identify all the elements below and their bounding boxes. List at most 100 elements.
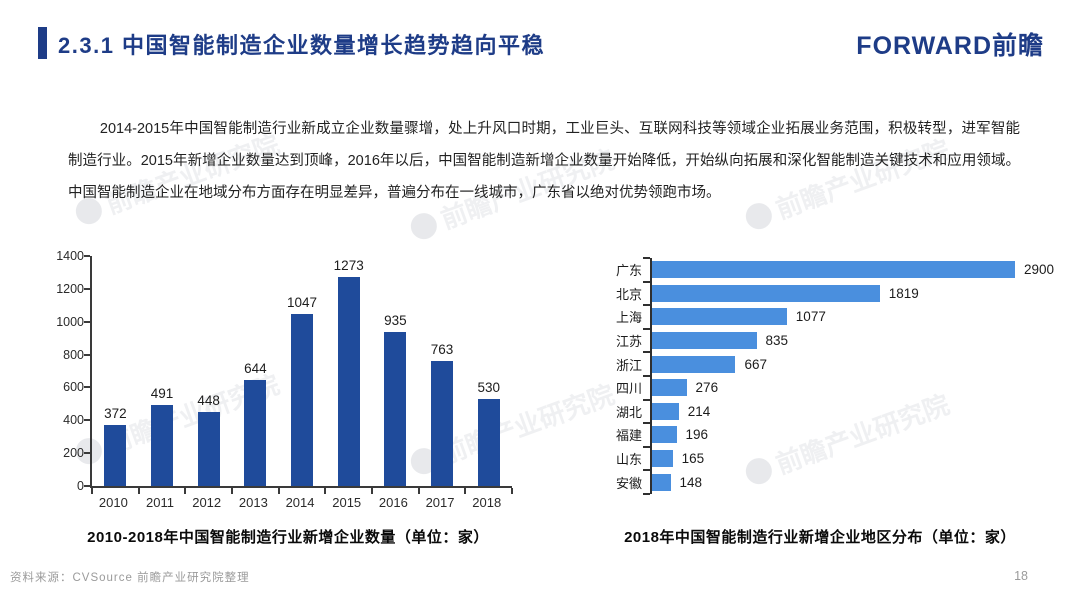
bar [431, 360, 454, 486]
bar-group-2014: 1047 [279, 295, 326, 486]
bar [197, 412, 220, 486]
y-axis-tick-label: 1400 [56, 249, 84, 263]
bar-value-label: 1819 [888, 285, 919, 301]
category-label: 北京 [615, 286, 642, 302]
bar-value-label: 448 [197, 393, 220, 409]
page-title: 2.3.1 中国智能制造企业数量增长趋势趋向平稳 [58, 33, 546, 58]
bar-group-2013: 644 [232, 361, 279, 486]
bar-value-label: 763 [430, 341, 454, 357]
bar-row-浙江: 浙江 667 [600, 352, 1046, 376]
bar [384, 332, 407, 486]
bar [652, 402, 679, 420]
y-axis-tick [643, 327, 650, 330]
y-axis-tick [643, 257, 650, 259]
y-axis-tick-label: 0 [77, 479, 84, 493]
chart-new-companies-by-region: 广东 2900 北京 1819 上海 1077 江苏 835 浙江 667 四川 276 湖北 214 福建… [600, 257, 1054, 495]
y-axis-tick [84, 386, 90, 389]
bar-row-湖北: 湖北 214 [600, 400, 1046, 424]
y-axis-tick-label: 200 [63, 446, 84, 461]
bar-value-label: 644 [244, 361, 267, 377]
category-label: 四川 [615, 381, 642, 397]
bar-group-2012: 448 [185, 393, 232, 486]
y-axis-tick-label: 1000 [56, 314, 84, 329]
bar-value-label: 1047 [287, 295, 318, 310]
x-axis-tick [464, 488, 467, 494]
y-axis-tick-label: 400 [63, 413, 84, 428]
page-number: 18 [1014, 569, 1028, 583]
bar-value-label: 935 [384, 313, 407, 329]
y-axis-tick [643, 469, 650, 472]
watermark-logo-icon [407, 208, 441, 243]
x-axis-tick-label: 2013 [238, 495, 268, 510]
bar [652, 284, 880, 302]
category-label: 江苏 [615, 334, 642, 350]
bar [652, 473, 671, 491]
bar-row-广东: 广东 2900 [600, 258, 1054, 282]
x-axis-tick [371, 488, 373, 494]
y-axis-tick [643, 493, 650, 495]
bar-value-label: 1077 [795, 309, 826, 325]
bar-group-2016: 935 [372, 313, 419, 486]
y-axis-tick [84, 320, 90, 323]
bar-row-北京: 北京 1819 [600, 282, 1046, 306]
y-axis-tick [84, 419, 90, 422]
left-chart-bars: 372 491 448 644 1047 1273 935 763 530 [92, 256, 512, 486]
right-chart-caption: 2018年中国智能制造行业新增企业地区分布（单位：家） [624, 529, 1016, 546]
bar-group-2015: 1273 [325, 258, 372, 486]
x-axis-tick [91, 488, 93, 494]
category-label: 安徽 [615, 475, 642, 491]
bar [652, 308, 787, 326]
y-axis-tick [643, 422, 650, 425]
x-axis-tick-label: 2010 [98, 495, 128, 510]
right-chart-rows: 广东 2900 北京 1819 上海 1077 江苏 835 浙江 667 四川 276 湖北 214 福建… [600, 257, 1054, 495]
x-axis-tick-label: 2014 [285, 495, 315, 510]
bar [652, 261, 1015, 279]
y-axis-line [650, 258, 652, 494]
bar [652, 450, 673, 468]
left-chart-plot-area: 0 200 400 600 800 1000 1200 1400 372 491 448 644 10… [56, 249, 513, 494]
y-axis-tick-label: 800 [63, 347, 84, 362]
y-axis-tick [84, 255, 90, 257]
y-axis-tick [84, 452, 90, 455]
y-axis-tick [643, 351, 650, 354]
category-label: 上海 [615, 310, 642, 326]
bar-value-label: 165 [681, 451, 705, 467]
x-axis-tick [277, 488, 280, 494]
bar-value-label: 214 [687, 403, 711, 419]
category-label: 山东 [615, 452, 642, 468]
bar [291, 314, 314, 486]
x-axis-tick [137, 488, 140, 494]
x-axis-tick-label: 2011 [146, 495, 174, 510]
y-axis-tick [643, 280, 650, 283]
bar-value-label: 530 [477, 379, 500, 395]
category-label: 福建 [615, 428, 642, 444]
bar [477, 398, 500, 486]
x-axis-tick-label: 2017 [425, 495, 455, 510]
source-note: 资料来源：CVSource 前瞻产业研究院整理 [10, 572, 250, 584]
bar [652, 379, 687, 397]
y-axis-tick [643, 398, 650, 401]
bar-row-安徽: 安徽 148 [600, 470, 1046, 494]
bar-value-label: 491 [150, 386, 174, 402]
bar-value-label: 276 [695, 380, 719, 396]
x-axis-tick [231, 488, 233, 494]
bar [652, 355, 736, 373]
x-axis-tick [417, 488, 420, 494]
category-label: 湖北 [615, 404, 642, 420]
y-axis-tick [84, 485, 90, 487]
left-chart-x-labels: 2010 2011 2012 2013 2014 2015 2016 2017 2018 [90, 495, 510, 510]
bar [104, 424, 127, 486]
bar-group-2018: 530 [465, 380, 512, 486]
chart-new-companies-by-year: 0 200 400 600 800 1000 1200 1400 372 491 448 644 10… [48, 249, 518, 510]
y-axis-tick [643, 304, 650, 307]
bar-group-2017: 763 [419, 342, 466, 486]
bar-row-山东: 山东 165 [600, 447, 1046, 471]
bar-row-江苏: 江苏 835 [600, 329, 1046, 353]
bar-row-上海: 上海 1077 [600, 305, 1046, 329]
forward-logo: FORWARD前瞻 [856, 32, 1044, 60]
bar-group-2010: 372 [92, 406, 139, 486]
y-axis-tick [643, 445, 650, 448]
bar [337, 276, 360, 486]
x-axis-tick-label: 2018 [472, 495, 502, 510]
